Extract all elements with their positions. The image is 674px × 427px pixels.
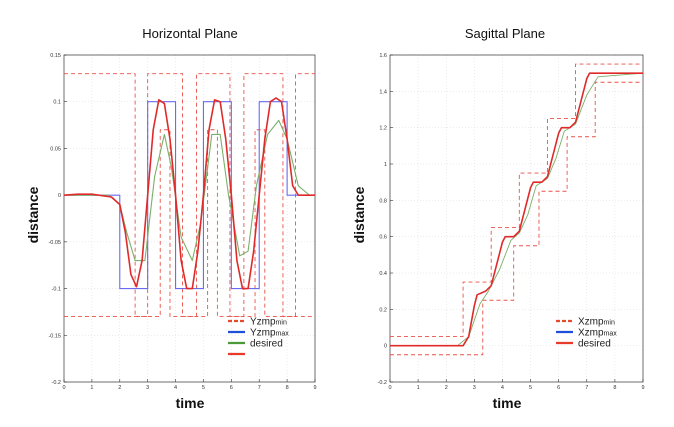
legend-label-subscript: min bbox=[604, 320, 615, 327]
legend-label-subscript: max bbox=[276, 331, 290, 338]
y-tick-label: 0.1 bbox=[53, 100, 61, 106]
legend-label-subscript: max bbox=[604, 331, 618, 338]
x-tick-label: 0 bbox=[62, 385, 65, 391]
y-axis-label: distance bbox=[351, 186, 367, 243]
sagittal-plane-chart: Sagittal Plane time distance 0 1 2 3 4 5 6 7 8 9 -… bbox=[351, 26, 645, 411]
plot-area: 0 1 2 3 4 5 6 7 8 9-0.200.20.40.60.811.21.41.6 bbox=[378, 53, 645, 391]
legend-label: desired bbox=[578, 339, 611, 350]
x-tick-label: 4 bbox=[501, 385, 504, 391]
x-tick-label: 7 bbox=[585, 385, 588, 391]
y-tick-label: -0.2 bbox=[378, 380, 387, 386]
x-tick-label: 3 bbox=[473, 385, 476, 391]
x-tick-label: 3 bbox=[146, 385, 149, 391]
x-tick-label: 8 bbox=[613, 385, 616, 391]
x-tick-label: 6 bbox=[230, 385, 233, 391]
x-tick-label: 9 bbox=[313, 385, 316, 391]
series-response bbox=[390, 72, 643, 347]
x-tick-label: 5 bbox=[202, 385, 205, 391]
axes-frame bbox=[389, 54, 644, 383]
y-tick-label: 0 bbox=[384, 344, 387, 350]
x-tick-label: 6 bbox=[557, 385, 560, 391]
x-tick-label: 1 bbox=[90, 385, 93, 391]
x-axis-label: time bbox=[176, 395, 205, 411]
plot-area: 0 1 2 3 4 5 6 7 8 9 -0.2 -0.15 -0.1 -0.05 0 0.05 0.1 0.15 bbox=[48, 53, 316, 391]
legend-label: Yzmpmax bbox=[250, 328, 289, 339]
y-tick-label: 1.6 bbox=[379, 53, 387, 59]
horizontal-plane-chart: Horizontal Plane time distance 0 1 2 3 4 5 6 7 8… bbox=[25, 26, 317, 411]
y-tick-label: 1.2 bbox=[379, 126, 387, 132]
series-filtered bbox=[390, 72, 644, 347]
x-tick-label: 1 bbox=[417, 385, 420, 391]
x-tick-label: 7 bbox=[258, 385, 261, 391]
y-tick-label: 0.15 bbox=[50, 53, 61, 59]
y-tick-label: -0.2 bbox=[52, 380, 61, 386]
x-axis-label: time bbox=[493, 395, 522, 411]
x-tick-label: 5 bbox=[529, 385, 532, 391]
legend-label: Yzmpmin bbox=[250, 317, 287, 328]
x-tick-label: 9 bbox=[641, 385, 644, 391]
y-tick-label: 0.05 bbox=[50, 146, 61, 152]
y-tick-label: 0 bbox=[58, 193, 61, 199]
series-bound-max bbox=[390, 63, 643, 338]
x-tick-label: 2 bbox=[445, 385, 448, 391]
legend-label: desired bbox=[250, 339, 283, 350]
y-tick-label: -0.05 bbox=[48, 240, 61, 246]
y-tick-label: 1 bbox=[384, 162, 387, 168]
chart-title: Sagittal Plane bbox=[465, 26, 545, 41]
axes-frame bbox=[63, 54, 316, 383]
y-tick-label: 0.2 bbox=[379, 307, 387, 313]
series-bound-max bbox=[64, 73, 315, 318]
y-tick-label: 0.6 bbox=[379, 235, 387, 241]
y-tick-label: -0.15 bbox=[48, 333, 61, 339]
y-tick-label: 0.4 bbox=[379, 271, 387, 277]
x-tick-label: 4 bbox=[174, 385, 177, 391]
legend-label-subscript: min bbox=[276, 320, 287, 327]
x-tick-label: 0 bbox=[388, 385, 391, 391]
series-filtered bbox=[64, 119, 315, 262]
x-tick-label: 8 bbox=[286, 385, 289, 391]
legend-label: Xzmpmin bbox=[578, 317, 615, 328]
y-tick-label: -0.1 bbox=[52, 287, 61, 293]
series-response bbox=[63, 97, 315, 290]
y-tick-label: 1.4 bbox=[379, 89, 387, 95]
y-axis-label: distance bbox=[25, 186, 41, 243]
chart-title: Horizontal Plane bbox=[142, 26, 237, 41]
legend-label: Xzmpmax bbox=[578, 328, 617, 339]
x-tick-label: 2 bbox=[118, 385, 121, 391]
y-tick-label: 0.8 bbox=[379, 198, 387, 204]
